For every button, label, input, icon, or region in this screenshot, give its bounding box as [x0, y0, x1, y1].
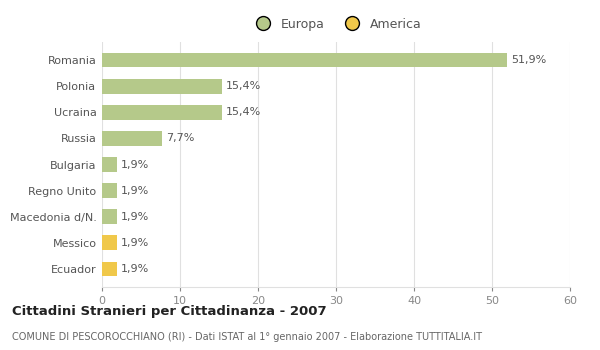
Legend: Europa, America: Europa, America — [251, 18, 421, 31]
Text: 1,9%: 1,9% — [121, 212, 149, 222]
Bar — [102, 158, 117, 172]
Text: 15,4%: 15,4% — [226, 81, 261, 91]
Text: 1,9%: 1,9% — [121, 238, 149, 248]
Bar — [102, 79, 222, 93]
Bar — [102, 209, 117, 224]
Text: 51,9%: 51,9% — [511, 55, 546, 65]
Bar — [102, 261, 117, 276]
Text: COMUNE DI PESCOROCCHIANO (RI) - Dati ISTAT al 1° gennaio 2007 - Elaborazione TUT: COMUNE DI PESCOROCCHIANO (RI) - Dati IST… — [12, 332, 482, 343]
Bar — [102, 53, 507, 68]
Text: 7,7%: 7,7% — [166, 133, 194, 143]
Text: 1,9%: 1,9% — [121, 186, 149, 196]
Bar — [102, 131, 162, 146]
Text: 1,9%: 1,9% — [121, 160, 149, 169]
Bar — [102, 105, 222, 120]
Bar — [102, 183, 117, 198]
Bar — [102, 236, 117, 250]
Text: 1,9%: 1,9% — [121, 264, 149, 274]
Text: 15,4%: 15,4% — [226, 107, 261, 117]
Text: Cittadini Stranieri per Cittadinanza - 2007: Cittadini Stranieri per Cittadinanza - 2… — [12, 304, 326, 317]
